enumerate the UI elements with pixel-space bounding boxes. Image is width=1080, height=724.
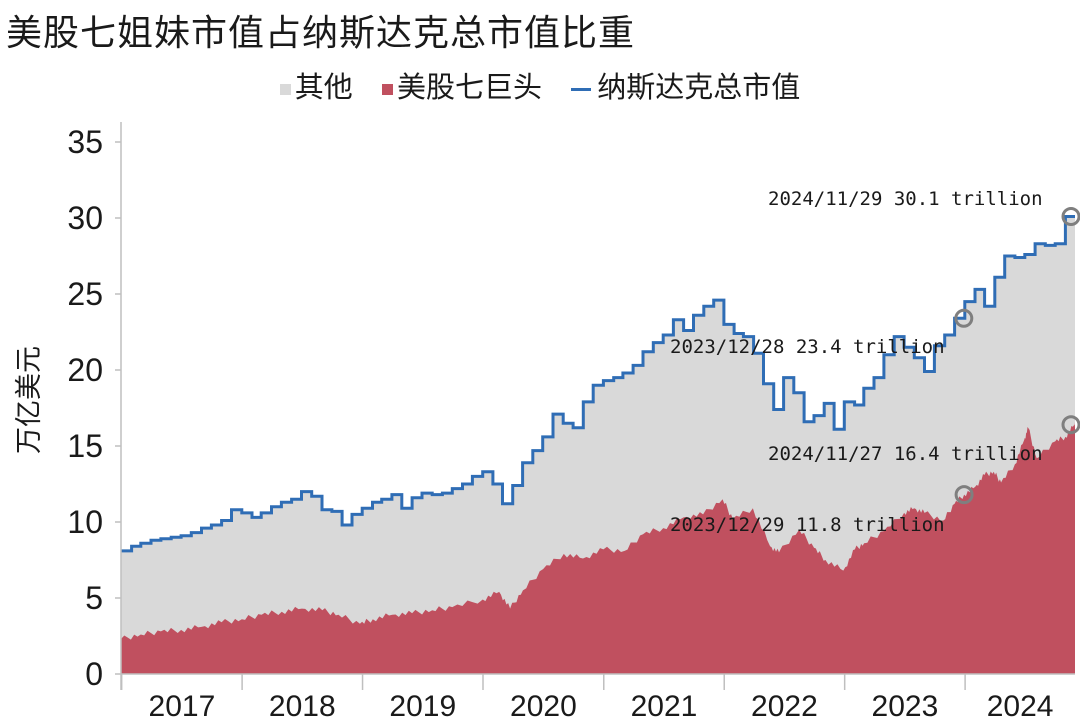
y-tick-label: 30 [67,200,103,236]
y-tick-label: 5 [85,580,103,616]
x-tick-label: 2021 [631,690,698,723]
axes-layer: 0 5 10 15 20 25 30 35 2017 2018 2019 2020 2021 2022 20… [67,122,1075,723]
annotation-label: 2024/11/29 30.1 trillion [768,188,1043,210]
legend-swatch-nasdaq [571,87,592,91]
annotation-marker [954,308,974,328]
annotation-marker [1061,207,1080,226]
y-axis-label: 万亿美元 [14,346,45,454]
line-nasdaq [121,215,1075,553]
x-tick-label: 2017 [149,690,216,723]
x-tick-label: 2023 [872,690,939,723]
annotation-marker [1061,415,1080,435]
legend-item-nasdaq: 纳斯达克总市值 [571,64,800,106]
legend: 其他 美股七巨头 纳斯达克总市值 [0,64,1080,106]
legend-label-mag7: 美股七巨头 [396,70,542,104]
annotation-layer: 2024/11/29 30.1 trillion 2023/12/28 23.4 … [670,188,1080,536]
x-tick-label: 2018 [269,690,336,723]
y-tick-label: 0 [85,656,103,692]
legend-label-nasdaq: 纳斯达克总市值 [597,70,801,104]
annotation-label: 2023/12/28 23.4 trillion [670,336,945,358]
annotation-label: 2024/11/27 16.4 trillion [768,443,1043,465]
legend-swatch-mag7 [381,83,393,95]
annotation-marker [954,485,974,505]
legend-label-other: 其他 [294,70,353,104]
x-tick-label: 2024 [987,690,1054,723]
x-tick-label: 2019 [389,690,456,723]
x-tick-label: 2020 [510,690,577,723]
annotation-label: 2023/12/29 11.8 trillion [670,514,945,536]
y-tick-label: 25 [67,276,103,312]
area-layer [121,216,1075,674]
area-mag7 [121,421,1075,674]
y-tick-label: 15 [67,428,103,464]
chart-title: 美股七姐妹市值占纳斯达克总市值比重 [6,13,636,54]
y-tick-label: 35 [67,124,103,160]
y-tick-label: 20 [67,352,103,388]
legend-item-mag7: 美股七巨头 [381,64,542,106]
line-layer [121,215,1075,553]
legend-item-other: 其他 [279,64,353,106]
y-tick-label: 10 [67,504,103,540]
legend-swatch-other [279,83,291,95]
area-other [121,216,1075,674]
x-tick-label: 2022 [751,690,818,723]
